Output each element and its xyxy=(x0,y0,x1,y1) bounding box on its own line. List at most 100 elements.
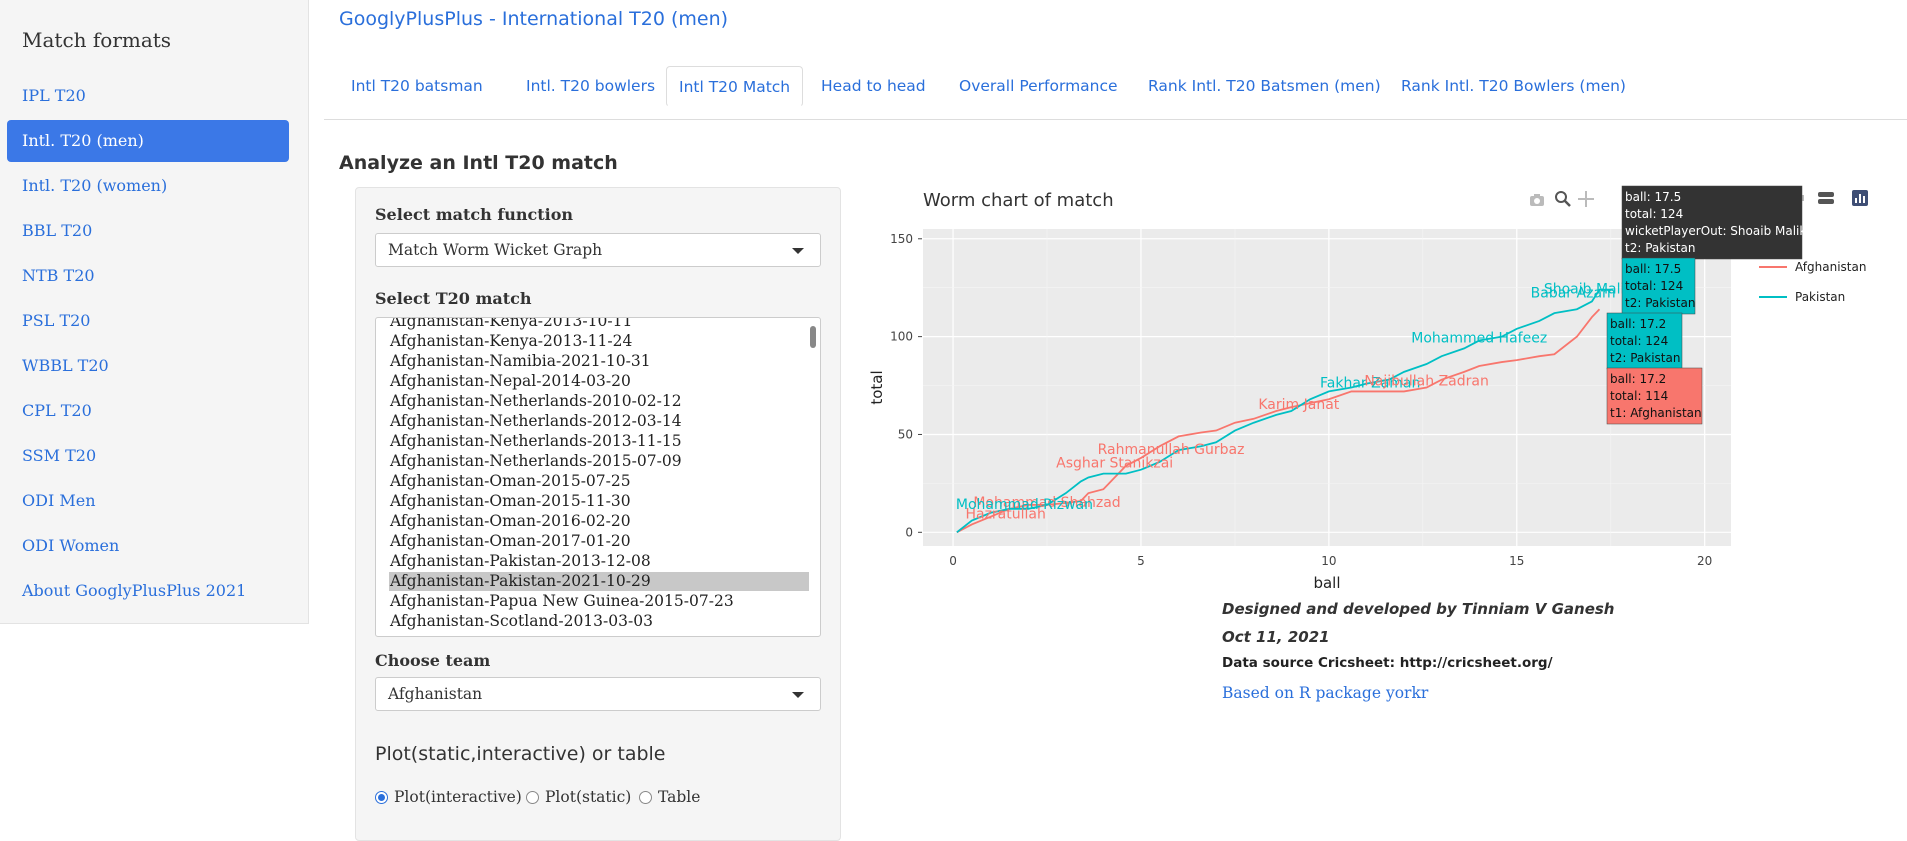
tab-intl-t20-bowlers[interactable]: Intl. T20 bowlers xyxy=(526,77,656,95)
match-option[interactable]: Afghanistan-Oman-2017-01-20 xyxy=(390,532,631,550)
hover-tooltip-line: total: 124 xyxy=(1625,207,1683,221)
camera-icon[interactable] xyxy=(1530,194,1544,206)
hover-tooltip-line: total: 124 xyxy=(1610,334,1668,348)
legend-entry: Afghanistan xyxy=(1795,260,1866,274)
match-listbox[interactable]: Afghanistan-Kenya-2013-10-11 Afghanistan… xyxy=(375,317,821,637)
wicket-label: Asghar Stanikzai xyxy=(1056,456,1173,472)
radio-unchecked-icon xyxy=(526,790,539,804)
tab-intl-t20-match[interactable]: Intl T20 Match xyxy=(666,66,804,107)
hover-tooltip xyxy=(1621,185,1803,260)
wicket-label: Shoaib Malik xyxy=(1544,282,1634,298)
app-title: GooglyPlusPlus - International T20 (men) xyxy=(339,8,729,30)
y-tick-label: 0 xyxy=(905,525,913,539)
match-option[interactable]: Afghanistan-Netherlands-2010-02-12 xyxy=(390,392,682,410)
plot-panel xyxy=(923,229,1731,546)
sidebar-item-odi-women[interactable]: ODI Women xyxy=(22,536,120,555)
sidebar-item-about[interactable]: About GooglyPlusPlus 2021 xyxy=(22,581,247,600)
sidebar-item-psl-t20[interactable]: PSL T20 xyxy=(22,311,91,330)
wicket-label: Rahmanullah Gurbaz xyxy=(1098,442,1245,458)
match-option[interactable]: Afghanistan-Oman-2015-07-25 xyxy=(390,472,631,490)
chevron-down-icon xyxy=(792,248,804,254)
function-select[interactable]: Match Worm Wicket Graph xyxy=(375,233,821,267)
zoom-icon[interactable] xyxy=(1555,191,1571,207)
sidebar-item-intl-t20-men[interactable]: Intl. T20 (men) xyxy=(7,120,289,162)
x-axis-label: ball xyxy=(1313,574,1340,592)
match-option[interactable]: Afghanistan-Kenya-2013-11-24 xyxy=(390,332,633,350)
listbox-scrollbar[interactable] xyxy=(810,326,816,348)
match-option[interactable]: Afghanistan-Papua New Guinea-2015-07-23 xyxy=(390,592,734,610)
function-select-value: Match Worm Wicket Graph xyxy=(388,241,603,259)
radio-table[interactable]: Table xyxy=(639,788,700,806)
radio-unchecked-icon xyxy=(639,790,652,804)
match-option[interactable]: Afghanistan-Netherlands-2015-07-09 xyxy=(390,452,682,470)
sidebar-item-bbl-t20[interactable]: BBL T20 xyxy=(22,221,93,240)
hover-tooltip-line: t2: Pakistan xyxy=(1625,296,1695,310)
plot-type-heading: Plot(static,interactive) or table xyxy=(375,743,666,765)
credit-date: Oct 11, 2021 xyxy=(1222,628,1330,646)
radio-plot-interactive[interactable]: Plot(interactive) xyxy=(375,788,522,806)
plotly-logo-icon[interactable] xyxy=(1852,190,1868,206)
sidebar-item-cpl-t20[interactable]: CPL T20 xyxy=(22,401,92,420)
sidebar-item-odi-men[interactable]: ODI Men xyxy=(22,491,96,510)
series-line-pakistan xyxy=(956,288,1611,534)
match-option[interactable]: Afghanistan-Netherlands-2013-11-15 xyxy=(390,432,682,450)
sidebar-item-ipl-t20[interactable]: IPL T20 xyxy=(22,86,86,105)
team-select[interactable]: Afghanistan xyxy=(375,677,821,711)
hover-tooltip-line: total: 114 xyxy=(1610,389,1668,403)
match-option[interactable]: Afghanistan-Nepal-2014-03-20 xyxy=(390,372,631,390)
team-label: Choose team xyxy=(375,651,491,670)
y-tick-label: 50 xyxy=(898,427,913,441)
radio-plot-static[interactable]: Plot(static) xyxy=(526,788,631,806)
tab-head-to-head[interactable]: Head to head xyxy=(821,77,926,95)
wicket-label: Mohammad Rizwan xyxy=(956,497,1093,513)
sidebar-item-ntb-t20[interactable]: NTB T20 xyxy=(22,266,95,285)
match-option[interactable]: Afghanistan-Scotland-2013-03-03 xyxy=(390,612,653,630)
credit-source: Data source Cricsheet: http://cricsheet.… xyxy=(1222,655,1553,671)
x-tick-label: 0 xyxy=(949,554,957,568)
x-tick-label: 15 xyxy=(1509,554,1524,568)
match-option[interactable]: Afghanistan-Netherlands-2012-03-14 xyxy=(390,412,682,430)
x-tick-label: 5 xyxy=(1137,554,1145,568)
match-option[interactable]: Afghanistan-Kenya-2013-10-11 xyxy=(390,317,633,330)
sidebar-item-wbbl-t20[interactable]: WBBL T20 xyxy=(22,356,109,375)
y-axis-label: total xyxy=(868,370,886,404)
wicket-label: Karim Janat xyxy=(1258,397,1339,413)
match-option[interactable]: Afghanistan-Oman-2016-02-20 xyxy=(390,512,631,530)
match-option-selected[interactable]: Afghanistan-Pakistan-2021-10-29 xyxy=(389,572,809,591)
wicket-label: Babar Azam xyxy=(1531,285,1616,301)
match-option[interactable]: Afghanistan-Namibia-2021-10-31 xyxy=(390,352,651,370)
hover-tooltip-line: ball: 17.5 xyxy=(1625,262,1681,276)
hover-tooltip-line: total: 124 xyxy=(1625,279,1683,293)
legend-entry: Pakistan xyxy=(1795,290,1845,304)
tab-rank-bowlers[interactable]: Rank Intl. T20 Bowlers (men) xyxy=(1401,77,1626,95)
sidebar-item-ssm-t20[interactable]: SSM T20 xyxy=(22,446,97,465)
hover-tooltip-line: t2: Pakistan xyxy=(1610,351,1680,365)
pan-icon[interactable] xyxy=(1578,191,1594,207)
hover-tooltip xyxy=(1606,367,1703,425)
tab-intl-t20-batsman[interactable]: Intl T20 batsman xyxy=(351,77,483,95)
hover-tooltip-line: ball: 17.5 xyxy=(1625,190,1681,204)
sidebar-item-intl-t20-women[interactable]: Intl. T20 (women) xyxy=(22,176,168,195)
tab-rank-batsmen[interactable]: Rank Intl. T20 Batsmen (men) xyxy=(1148,77,1381,95)
sidebar-title: Match formats xyxy=(22,28,172,52)
hover-tooltip-line: wicketPlayerOut: Shoaib Malik xyxy=(1625,224,1806,238)
hover-tooltip-line: t2: Pakistan xyxy=(1625,241,1695,255)
wicket-label: Mohammed Hafeez xyxy=(1411,330,1547,346)
hover-tooltip-line: ball: 17.2 xyxy=(1610,317,1666,331)
credit-author: Designed and developed by Tinniam V Gane… xyxy=(1222,600,1615,618)
match-option[interactable]: Afghanistan-Pakistan-2013-12-08 xyxy=(390,552,651,570)
chart-title: Worm chart of match xyxy=(923,190,1114,211)
tab-overall-performance[interactable]: Overall Performance xyxy=(959,77,1118,95)
input-panel: Select match function Match Worm Wicket … xyxy=(355,187,841,841)
match-option[interactable]: Afghanistan-Oman-2015-11-30 xyxy=(390,492,631,510)
wicket-label: Fakhar Zaman xyxy=(1320,376,1420,392)
yorkr-link[interactable]: Based on R package yorkr xyxy=(1222,684,1429,702)
hover-tooltip-line: ball: 17.2 xyxy=(1610,372,1666,386)
x-tick-label: 10 xyxy=(1321,554,1336,568)
hover-tooltip xyxy=(1621,257,1696,315)
hover-tooltip-line: t1: Afghanistan xyxy=(1610,406,1702,420)
tab-bar: Intl T20 batsman Intl. T20 bowlers Intl … xyxy=(324,66,1907,120)
closest-icon[interactable] xyxy=(1818,192,1834,204)
